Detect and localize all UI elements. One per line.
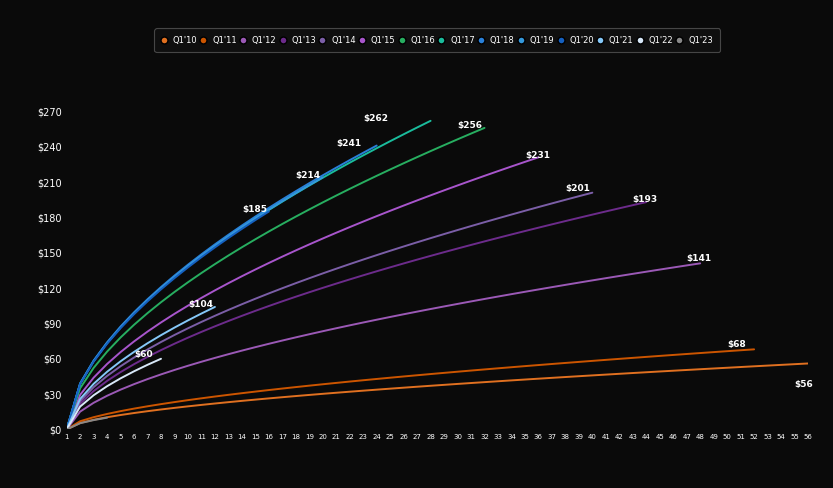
Text: $256: $256 <box>457 121 482 130</box>
Text: $185: $185 <box>242 205 267 214</box>
Text: $262: $262 <box>363 114 388 123</box>
Text: $214: $214 <box>296 171 321 180</box>
Text: $241: $241 <box>337 139 362 148</box>
Text: $193: $193 <box>633 196 658 204</box>
Legend: Q1'10, Q1'11, Q1'12, Q1'13, Q1'14, Q1'15, Q1'16, Q1'17, Q1'18, Q1'19, Q1'20, Q1': Q1'10, Q1'11, Q1'12, Q1'13, Q1'14, Q1'15… <box>157 31 718 49</box>
Text: $60: $60 <box>134 350 152 359</box>
Text: $231: $231 <box>525 151 550 160</box>
Text: $56: $56 <box>795 380 813 389</box>
Text: $201: $201 <box>566 183 591 193</box>
Text: $68: $68 <box>727 340 746 349</box>
Text: $141: $141 <box>686 254 712 264</box>
Text: $104: $104 <box>188 300 213 309</box>
